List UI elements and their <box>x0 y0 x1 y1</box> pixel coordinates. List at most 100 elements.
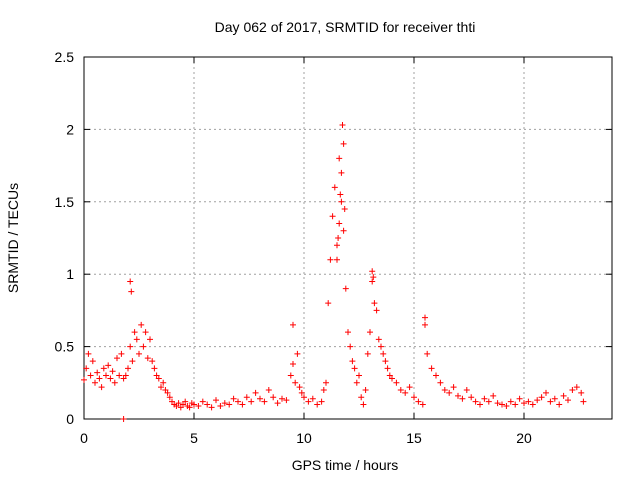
data-point <box>422 314 428 321</box>
data-point <box>92 379 98 386</box>
data-point <box>362 387 369 394</box>
data-point <box>547 398 554 405</box>
x-tick-label: 15 <box>406 430 422 446</box>
grid-lines <box>84 57 612 419</box>
data-point <box>122 372 129 379</box>
data-point <box>127 278 134 285</box>
data-point <box>503 402 510 409</box>
data-point <box>341 206 348 213</box>
data-point <box>340 140 347 147</box>
data-point <box>191 401 197 408</box>
data-point <box>349 358 356 365</box>
y-tick-label: 0 <box>66 411 74 427</box>
data-point <box>226 401 233 408</box>
data-point <box>380 350 387 357</box>
data-point <box>397 387 404 394</box>
data-point <box>419 401 426 408</box>
data-point <box>151 365 158 372</box>
data-point <box>369 268 376 275</box>
data-point <box>411 394 417 401</box>
data-point <box>98 384 105 391</box>
data-point <box>521 400 527 407</box>
data-point <box>337 191 344 198</box>
data-point <box>353 379 360 386</box>
x-tick-label: 0 <box>80 430 88 446</box>
data-point <box>175 400 182 407</box>
data-point <box>128 288 135 295</box>
data-point <box>144 355 151 362</box>
data-point <box>274 400 281 407</box>
data-point <box>217 402 224 409</box>
data-point <box>138 321 145 328</box>
y-tick-label: 1 <box>66 266 74 282</box>
data-point <box>543 389 549 396</box>
data-point <box>367 329 373 336</box>
data-point <box>199 398 206 405</box>
data-point <box>335 235 342 241</box>
data-point <box>125 365 131 372</box>
data-point <box>81 376 87 383</box>
data-point <box>490 392 497 399</box>
data-point <box>364 350 371 357</box>
data-point <box>378 343 384 350</box>
data-point <box>213 397 219 404</box>
data-point <box>279 395 285 402</box>
data-point <box>422 321 428 328</box>
data-point <box>287 372 294 379</box>
data-point <box>402 389 409 396</box>
data-point <box>437 379 444 386</box>
data-point <box>560 392 567 399</box>
data-point <box>109 368 116 375</box>
data-point <box>565 397 571 404</box>
data-point <box>261 398 268 405</box>
data-point <box>208 404 215 411</box>
data-point <box>345 329 351 336</box>
data-point <box>160 379 167 386</box>
data-point <box>329 213 336 220</box>
data-point <box>580 398 587 405</box>
data-point <box>290 321 296 328</box>
data-point <box>373 307 380 314</box>
data-point <box>182 398 189 405</box>
data-point <box>375 336 382 343</box>
data-point <box>301 394 307 401</box>
data-point <box>369 278 376 285</box>
data-point <box>118 350 125 357</box>
data-point <box>257 395 263 402</box>
data-point <box>114 355 120 362</box>
data-point <box>494 400 501 407</box>
data-point <box>384 365 391 372</box>
data-point <box>136 350 142 357</box>
data-point <box>149 358 156 365</box>
data-point <box>455 392 461 399</box>
x-tick-label: 20 <box>516 430 532 446</box>
data-point <box>298 389 305 396</box>
data-point <box>356 372 362 379</box>
data-point <box>507 398 514 405</box>
data-point <box>481 395 488 402</box>
data-point <box>446 389 453 396</box>
data-point <box>230 395 237 402</box>
data-point <box>96 375 103 382</box>
data-point <box>441 387 448 394</box>
x-tick-label: 10 <box>296 430 312 446</box>
data-point <box>468 394 475 401</box>
data-point <box>338 198 345 205</box>
data-point <box>463 387 470 394</box>
data-point <box>248 398 255 405</box>
data-point <box>323 379 329 386</box>
data-point <box>371 300 378 307</box>
data-point <box>147 336 153 343</box>
data-point <box>107 375 114 382</box>
data-point <box>127 343 134 350</box>
data-point <box>472 398 479 405</box>
data-point <box>406 384 413 391</box>
data-point <box>290 360 296 367</box>
data-point <box>358 394 365 401</box>
chart-title: Day 062 of 2017, SRMTID for receiver tht… <box>215 19 476 35</box>
data-point <box>87 372 94 379</box>
data-point <box>336 220 343 227</box>
data-point <box>360 401 367 408</box>
data-point <box>270 394 277 401</box>
data-point <box>477 401 483 408</box>
